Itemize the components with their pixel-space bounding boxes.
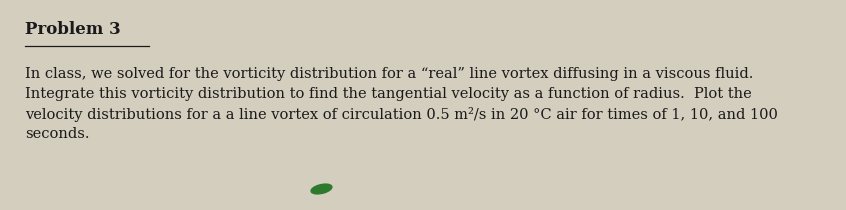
Ellipse shape [311,184,332,194]
Text: In class, we solved for the vorticity distribution for a “real” line vortex diff: In class, we solved for the vorticity di… [25,67,778,141]
Text: Problem 3: Problem 3 [25,21,121,38]
